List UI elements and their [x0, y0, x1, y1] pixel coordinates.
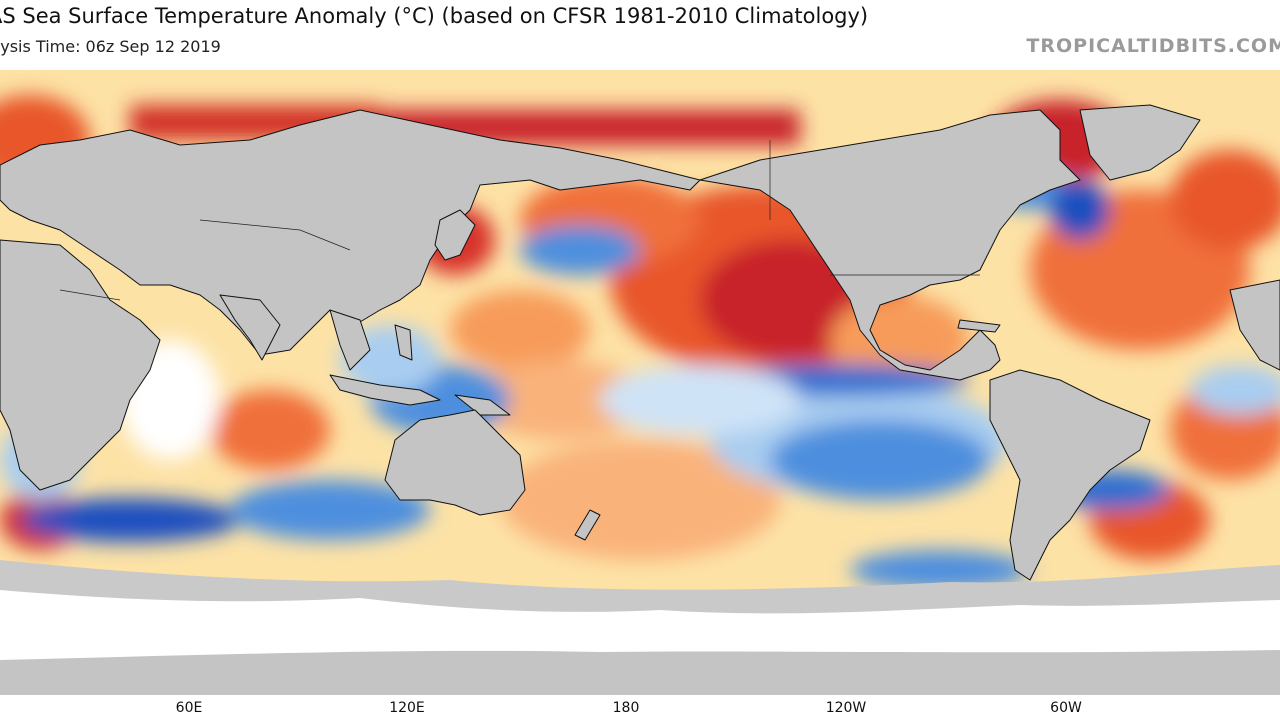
south-america	[989, 369, 1151, 581]
cool-anomaly	[520, 225, 640, 275]
africa	[0, 239, 161, 491]
japan	[434, 209, 476, 261]
sst-anomaly-map	[0, 70, 1280, 695]
new-guinea	[454, 394, 511, 416]
antarctica-land	[0, 650, 1280, 695]
warm-anomaly	[1170, 150, 1280, 250]
southern-ice	[0, 560, 1280, 695]
cool-anomaly	[850, 550, 1030, 590]
warm-anomaly	[500, 440, 780, 560]
border-line	[199, 219, 351, 251]
greenland	[1079, 104, 1201, 181]
se-asia	[329, 309, 371, 371]
warm-anomaly	[210, 390, 330, 470]
philippines	[394, 324, 413, 361]
x-axis: 60E 120E 180 120W 60W	[0, 700, 1280, 720]
site-watermark: TROPICALTIDBITS.COM	[1026, 35, 1280, 57]
x-tick-label: 60E	[175, 700, 203, 716]
cool-anomaly	[770, 420, 990, 500]
land	[0, 104, 1280, 581]
cool-anomaly	[20, 498, 240, 542]
map-title: AS Sea Surface Temperature Anomaly (°C) …	[0, 4, 869, 28]
x-tick-label: 120E	[389, 700, 425, 716]
caribbean	[957, 319, 1001, 333]
anomaly-field	[0, 95, 1280, 590]
warm-anomaly	[450, 290, 590, 370]
new-zealand	[574, 509, 601, 541]
borders	[59, 140, 980, 301]
analysis-time: alysis Time: 06z Sep 12 2019	[0, 37, 221, 56]
map-canvas	[0, 70, 1280, 695]
x-tick-label: 120W	[825, 700, 867, 716]
cool-anomaly	[230, 480, 430, 540]
cool-anomaly	[600, 365, 800, 435]
indonesia	[329, 374, 441, 406]
cool-anomaly	[1190, 365, 1280, 415]
cool-anomaly	[1050, 180, 1110, 240]
warm-anomaly	[470, 360, 650, 440]
x-tick-label: 60W	[1050, 700, 1082, 716]
west-africa	[1229, 279, 1280, 371]
australia	[384, 409, 526, 516]
india	[219, 294, 281, 361]
border-line	[59, 289, 121, 301]
north-america	[699, 109, 1081, 381]
x-tick-label: 180	[612, 700, 640, 716]
